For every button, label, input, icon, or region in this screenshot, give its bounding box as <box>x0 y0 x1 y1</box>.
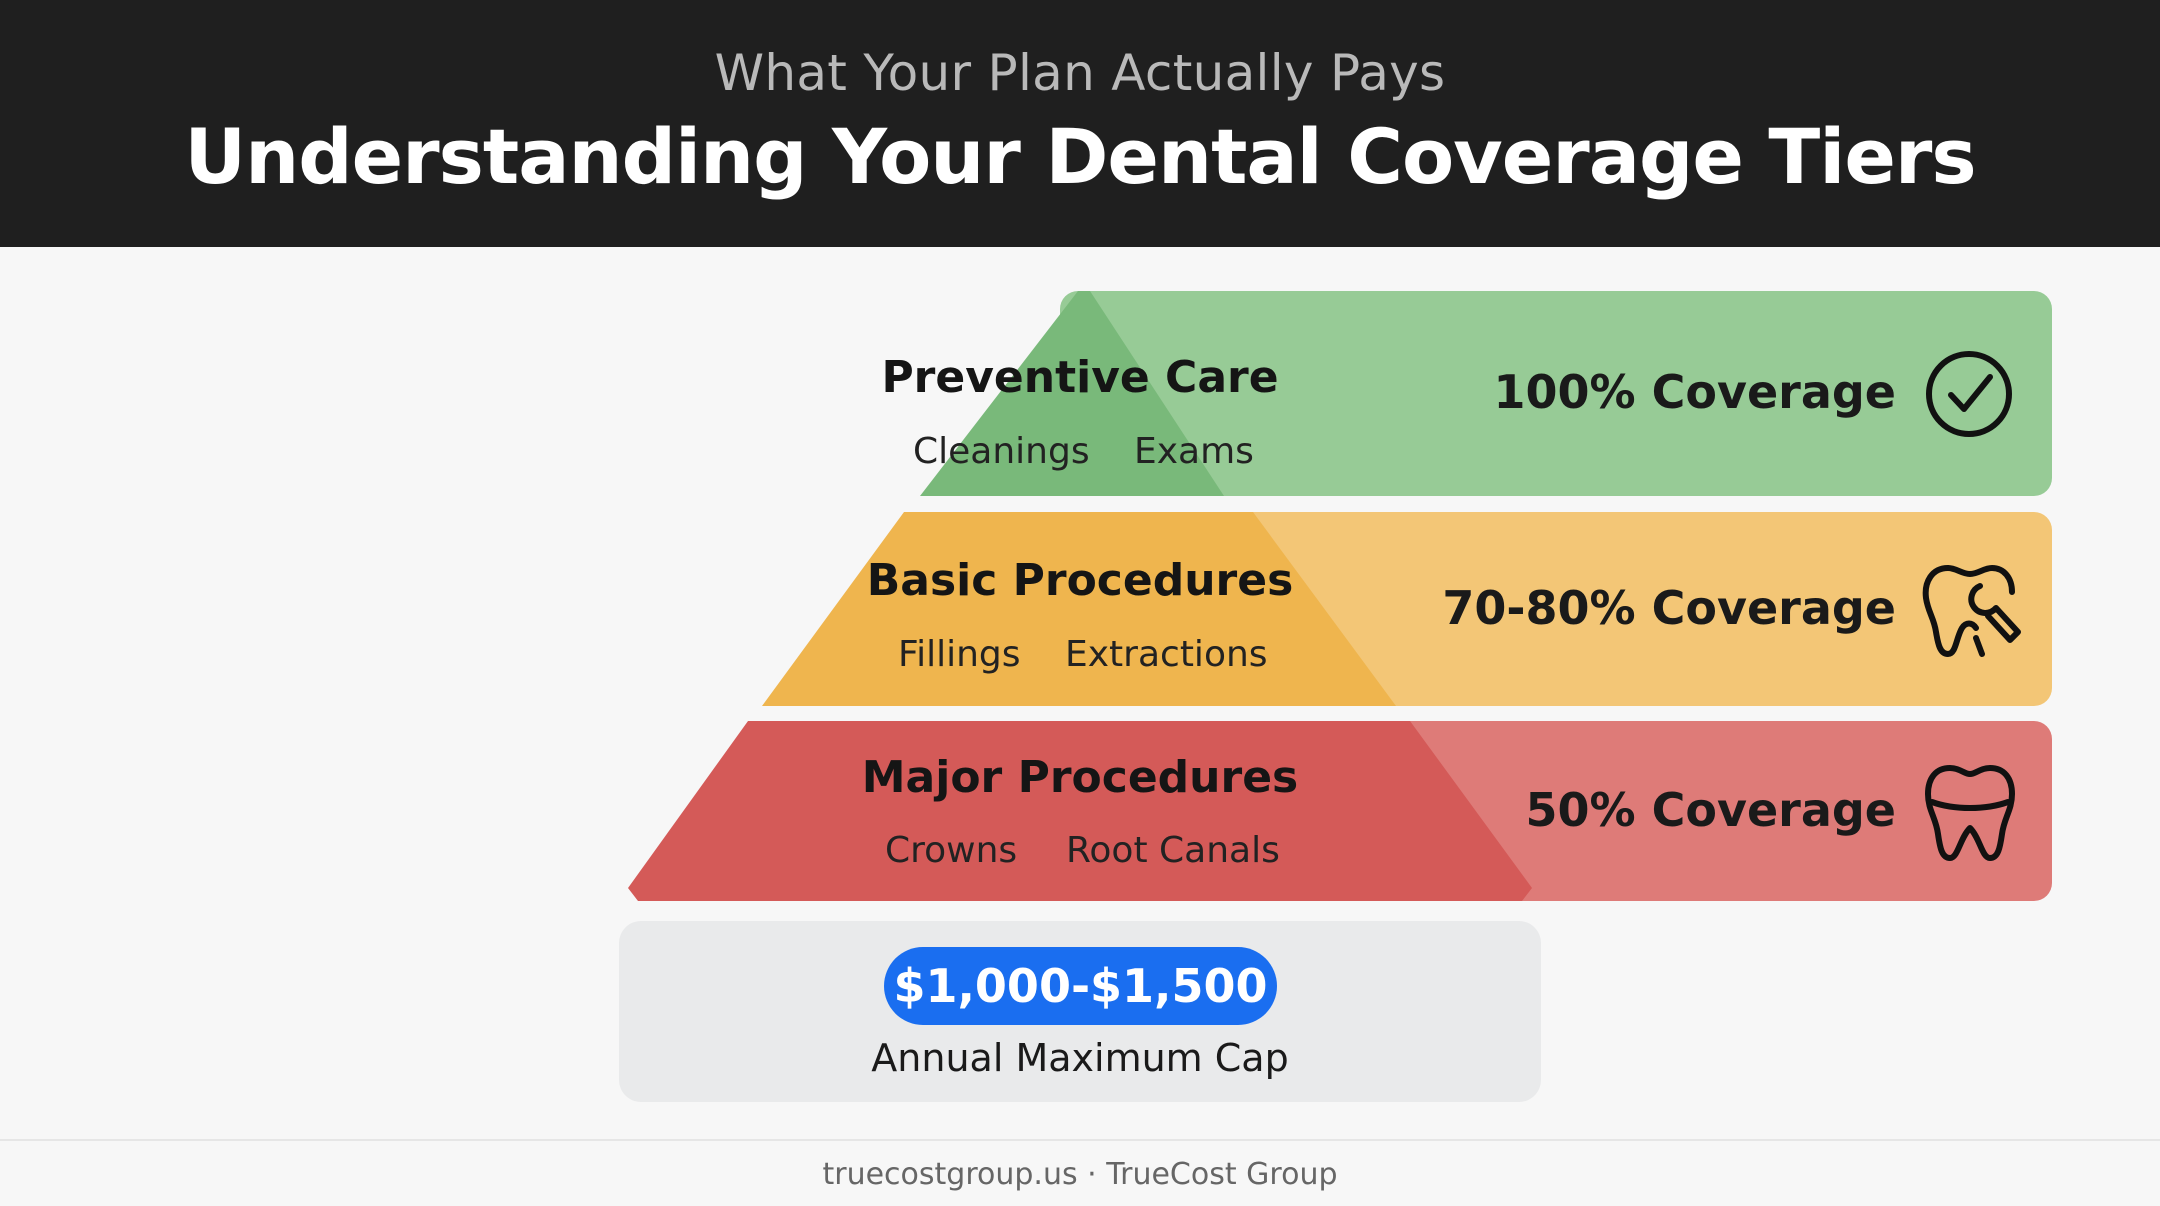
tier-item-extractions: Extractions <box>1065 634 1268 675</box>
page-subtitle: What Your Plan Actually Pays <box>714 44 1446 102</box>
header-banner: What Your Plan Actually Pays Understandi… <box>0 0 2160 247</box>
coverage-label-major: 50% Coverage <box>1525 783 1896 837</box>
footer-divider <box>0 1139 2160 1141</box>
tier-item-exams: Exams <box>1134 431 1254 472</box>
annual-cap-label: Annual Maximum Cap <box>871 1036 1289 1080</box>
pyramid-tier-basic <box>762 512 1396 706</box>
page-title: Understanding Your Dental Coverage Tiers <box>184 112 1976 201</box>
coverage-label-preventive: 100% Coverage <box>1493 365 1896 419</box>
pyramid-tier-preventive <box>920 291 1224 496</box>
tier-item-fillings: Fillings <box>898 634 1021 675</box>
tier-name-preventive: Preventive Care <box>881 352 1279 403</box>
footer-credit: truecostgroup.us · TrueCost Group <box>822 1157 1338 1192</box>
annual-cap-amount-badge: $1,000-$1,500 <box>884 947 1277 1025</box>
coverage-label-basic: 70-80% Coverage <box>1442 581 1896 635</box>
tier-item-root-canals: Root Canals <box>1066 830 1280 871</box>
checkmark-circle-icon <box>1926 351 2012 437</box>
tier-name-basic: Basic Procedures <box>866 555 1294 606</box>
tier-item-cleanings: Cleanings <box>913 431 1090 472</box>
pyramid-tier-major <box>628 721 1532 901</box>
tier-item-crowns: Crowns <box>885 830 1018 871</box>
tier-bar-preventive <box>1060 291 2052 496</box>
tooth-wrench-icon <box>1922 565 2021 657</box>
tooth-icon <box>1925 765 2015 861</box>
tier-name-major: Major Procedures <box>861 752 1299 803</box>
